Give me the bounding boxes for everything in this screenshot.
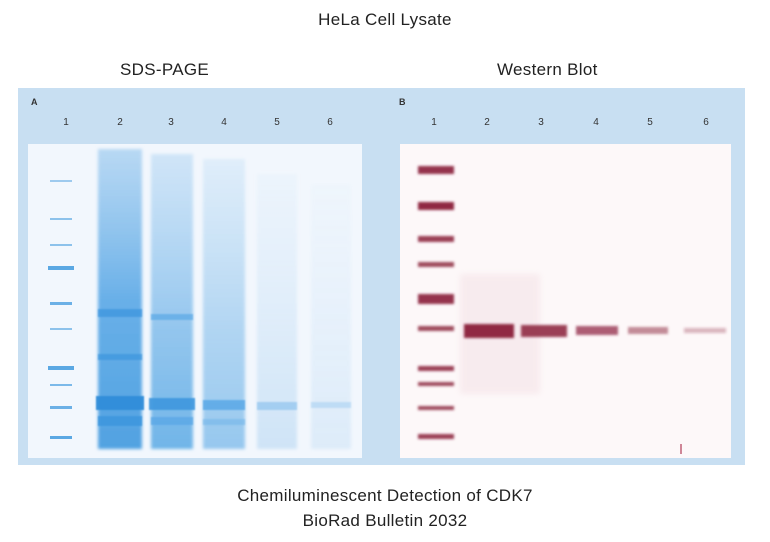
lane-number-b-3: 3 [538,117,544,128]
lane-number-b-2: 2 [484,117,490,128]
lane-number-a-5: 5 [274,117,280,128]
panel-letter-b: B [399,97,406,107]
lane-number-b-1: 1 [431,117,437,128]
caption-line-2: BioRad Bulletin 2032 [302,511,468,530]
lane-number-a-6: 6 [327,117,333,128]
lane-number-a-4: 4 [221,117,227,128]
sds-page-gel-image [28,144,362,458]
caption-line-1: Chemiluminescent Detection of CDK7 [237,486,533,505]
panel-letter-a: A [31,97,38,107]
western-blot-image [400,144,731,458]
lane-number-a-1: 1 [63,117,69,128]
lane-number-b-5: 5 [647,117,653,128]
western-blot-heading: Western Blot [497,60,598,79]
lane-number-a-2: 2 [117,117,123,128]
sds-page-heading: SDS-PAGE [120,60,209,79]
lane-number-a-3: 3 [168,117,174,128]
lane-number-b-4: 4 [593,117,599,128]
lane-number-b-6: 6 [703,117,709,128]
figure-title: HeLa Cell Lysate [318,10,452,29]
